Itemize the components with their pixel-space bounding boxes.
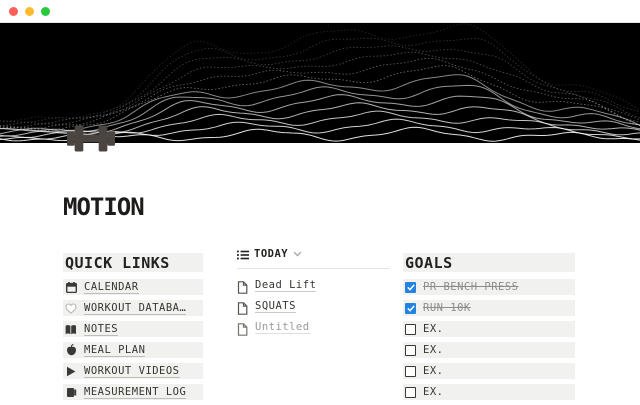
today-view-header[interactable]: TODAY [237,247,390,261]
quick-link-meal-plan[interactable]: MEAL PLAN [63,342,203,358]
goal-row[interactable]: EX. [403,342,575,358]
quick-link-workout-database[interactable]: WORKOUT DATABA… [63,300,203,316]
quick-link-measurement-log[interactable]: MEASUREMENT LOG [63,384,203,400]
goals-title: GOALS [405,253,453,272]
ruler-icon [65,386,77,398]
chevron-down-icon[interactable] [293,250,302,258]
goal-row[interactable]: PR BENCH PRESS [403,279,575,295]
goal-label: RUN 10K [423,302,471,314]
bullet-list-icon [237,245,249,264]
quick-link-notes[interactable]: NOTES [63,321,203,337]
quick-link-label: NOTES [84,322,119,336]
quick-link-label: CALENDAR [84,280,139,294]
quick-links-header: QUICK LINKS [63,253,203,272]
goal-row[interactable]: EX. [403,321,575,337]
window-titlebar [0,0,640,23]
checkbox-icon[interactable] [405,365,416,377]
dumbbell-icon[interactable] [66,121,116,157]
quick-link-label: WORKOUT DATABA… [84,301,187,315]
quick-link-label: WORKOUT VIDEOS [84,364,180,378]
page-link-label: SQUATS [255,300,296,313]
goal-row[interactable]: RUN 10K [403,300,575,316]
page-title[interactable]: MOTION [63,193,145,221]
page-link-untitled[interactable]: Untitled [237,320,390,336]
goal-label: EX. [423,365,444,377]
apple-icon [65,344,77,356]
checkbox-icon[interactable] [405,302,416,314]
page-link-squats[interactable]: SQUATS [237,299,390,315]
page-link-label: Dead Lift [255,279,317,292]
goals-header: GOALS [403,253,575,272]
page-icon [237,321,249,336]
page-link-dead-lift[interactable]: Dead Lift [237,278,390,294]
page-body: MOTION QUICK LINKS CALENDAR [0,195,640,405]
goal-label: EX. [423,344,444,356]
columns: QUICK LINKS CALENDAR [63,248,620,405]
checkbox-icon[interactable] [405,323,416,335]
quick-link-label: MEASUREMENT LOG [84,385,187,399]
quick-link-workout-videos[interactable]: WORKOUT VIDEOS [63,363,203,379]
today-column: TODAY Dead Lift [237,247,390,341]
goal-label: PR BENCH PRESS [423,281,519,293]
goal-label: EX. [423,323,444,335]
goals-column: GOALS PR BENCH PRESS RUN 10K EX. [403,253,575,405]
heart-icon [65,302,77,314]
book-icon [65,323,77,335]
today-view-title: TODAY [254,248,289,260]
checkbox-icon[interactable] [405,386,416,398]
checkbox-icon[interactable] [405,344,416,356]
play-icon [65,365,77,377]
quick-links-column: QUICK LINKS CALENDAR [63,253,203,405]
window-zoom-button[interactable] [41,6,50,16]
calendar-icon [65,281,77,293]
quick-link-calendar[interactable]: CALENDAR [63,279,203,295]
goal-row[interactable]: EX. [403,363,575,379]
goal-label: EX. [423,386,444,398]
view-divider [237,268,390,269]
goal-row[interactable]: EX. [403,384,575,400]
window-minimize-button[interactable] [25,6,34,16]
window-close-button[interactable] [9,6,18,16]
page-icon [237,300,249,315]
page-icon [237,279,249,294]
quick-link-label: MEAL PLAN [84,343,146,357]
checkbox-icon[interactable] [405,281,416,293]
page-link-label: Untitled [255,321,310,334]
quick-links-title: QUICK LINKS [65,253,170,272]
